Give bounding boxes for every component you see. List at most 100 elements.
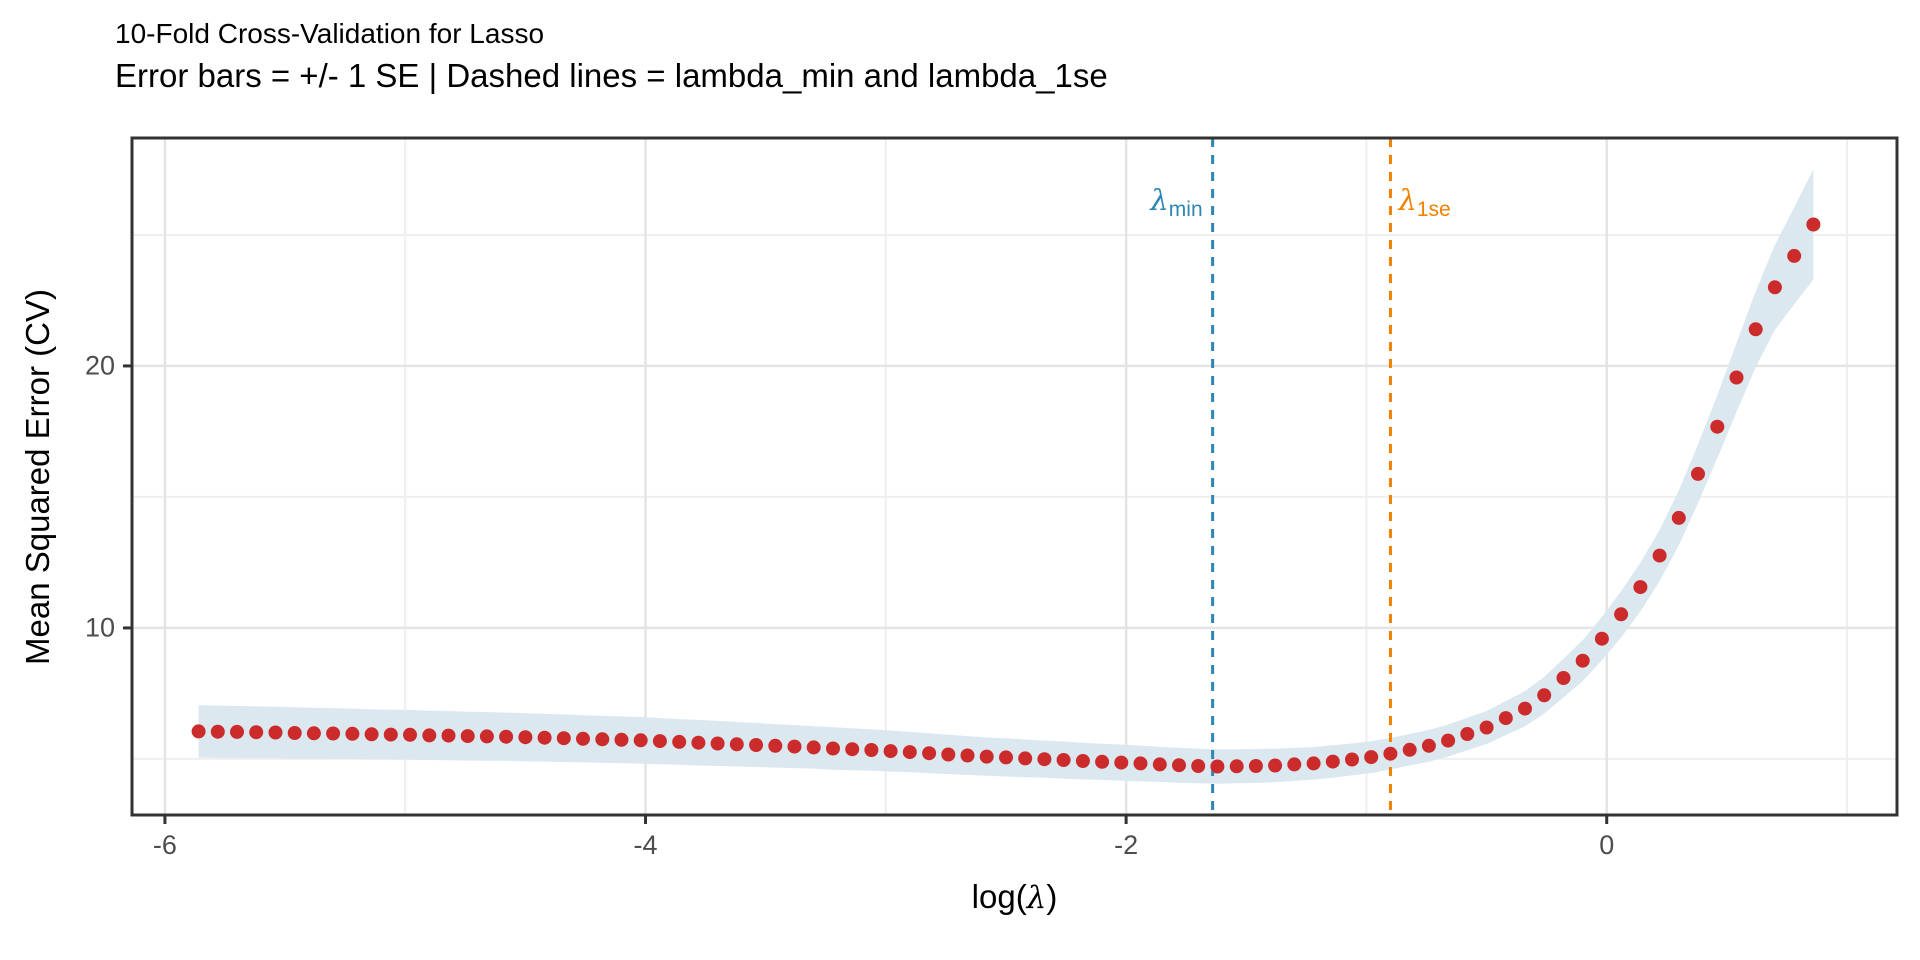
x-tick-label: -4 <box>633 830 658 860</box>
plot-subtitle: Error bars = +/- 1 SE | Dashed lines = l… <box>115 57 1108 94</box>
cv-point <box>1075 754 1090 768</box>
cv-point <box>1518 701 1532 716</box>
cv-point <box>806 740 821 755</box>
cv-point <box>768 738 783 753</box>
cv-point <box>787 739 802 754</box>
cv-point <box>1287 757 1302 772</box>
cv-point <box>1767 280 1782 295</box>
cv-point <box>576 731 590 746</box>
cv-point <box>1671 510 1686 525</box>
cv-point <box>1787 248 1802 263</box>
cv-point <box>1383 746 1398 761</box>
cv-point <box>1479 720 1494 735</box>
cv-point <box>1556 671 1571 685</box>
x-axis-title-suffix: ) <box>1046 878 1058 915</box>
cv-point <box>1172 758 1186 773</box>
cv-point <box>268 725 283 740</box>
cv-point <box>1594 631 1609 646</box>
cv-point <box>1345 752 1359 767</box>
cv-point <box>960 748 975 763</box>
cv-point <box>1114 755 1129 770</box>
cv-point <box>537 730 552 745</box>
cv-point <box>556 731 571 746</box>
lambda-min-label: λmin <box>1150 183 1203 221</box>
cv-point <box>999 750 1013 765</box>
cv-point <box>249 725 264 740</box>
cv-point <box>979 749 994 764</box>
cv-point <box>1037 752 1052 767</box>
cv-point <box>633 733 648 748</box>
cv-point <box>306 726 321 741</box>
cv-point <box>1018 751 1033 766</box>
y-tick-label: 20 <box>84 350 115 381</box>
cv-point <box>729 737 744 752</box>
x-tick-label: 0 <box>1599 830 1615 860</box>
panel-border <box>130 136 1899 817</box>
cv-point <box>345 726 360 741</box>
cv-point <box>1652 548 1667 563</box>
cv-point <box>1229 759 1244 774</box>
cv-point <box>460 729 475 744</box>
cv-point <box>191 724 206 739</box>
cv-point <box>1133 756 1148 771</box>
cv-point <box>614 732 629 747</box>
cv-point <box>499 729 514 744</box>
cv-point <box>1364 750 1379 765</box>
cv-point <box>210 724 225 739</box>
x-axis-title: log(λ) <box>972 878 1058 916</box>
cv-point <box>1056 753 1071 767</box>
cv-point <box>230 724 244 739</box>
x-tick-label: -6 <box>152 830 177 860</box>
cv-point <box>364 727 379 742</box>
cv-point <box>1402 742 1417 757</box>
cv-point <box>518 730 533 745</box>
cv-point <box>845 742 860 757</box>
cv-point <box>479 729 494 744</box>
lambda-symbol: λ <box>1398 183 1417 217</box>
cv-point <box>691 735 706 750</box>
cv-point <box>1095 754 1110 769</box>
cv-point <box>1633 580 1648 595</box>
cv-point <box>1806 217 1821 232</box>
se-ribbon <box>198 169 1814 784</box>
cv-point <box>1191 759 1206 773</box>
plot-title: 10-Fold Cross-Validation for Lasso <box>115 18 545 49</box>
cv-point <box>441 728 456 743</box>
cv-point <box>1152 757 1167 772</box>
cv-point <box>672 734 687 749</box>
cv-point <box>1248 759 1263 773</box>
lambda-min-subscript: min <box>1168 198 1203 221</box>
cv-point <box>1421 738 1436 753</box>
cv-point <box>1498 711 1513 726</box>
y-tick-label: 10 <box>84 612 115 643</box>
cv-point <box>902 745 917 760</box>
cv-point <box>922 746 937 761</box>
cv-point <box>1691 466 1705 481</box>
x-axis-title-prefix: log( <box>971 878 1027 915</box>
cv-point <box>826 741 840 756</box>
cv-point <box>1460 727 1475 741</box>
cv-point <box>383 727 398 742</box>
cv-point <box>422 728 437 743</box>
cv-point <box>403 727 417 742</box>
cv-point <box>710 736 725 751</box>
cv-point <box>326 726 341 741</box>
cv-point <box>652 734 667 749</box>
cv-point <box>1441 733 1456 748</box>
lambda-1se-label: λ1se <box>1398 183 1451 221</box>
cv-point <box>1537 688 1552 703</box>
cv-point <box>864 743 879 757</box>
cv-point <box>1614 607 1629 622</box>
cv-point <box>1575 653 1590 668</box>
cv-point <box>1210 759 1225 774</box>
cv-point <box>941 747 956 762</box>
lambda-symbol: λ <box>1026 880 1047 916</box>
cv-point <box>287 726 302 740</box>
lambda-1se-subscript: 1se <box>1416 198 1451 221</box>
cv-point <box>749 738 764 752</box>
lambda-symbol: λ <box>1150 183 1169 217</box>
cv-point <box>1729 370 1744 385</box>
y-axis-title: Mean Squared Error (CV) <box>19 288 56 665</box>
